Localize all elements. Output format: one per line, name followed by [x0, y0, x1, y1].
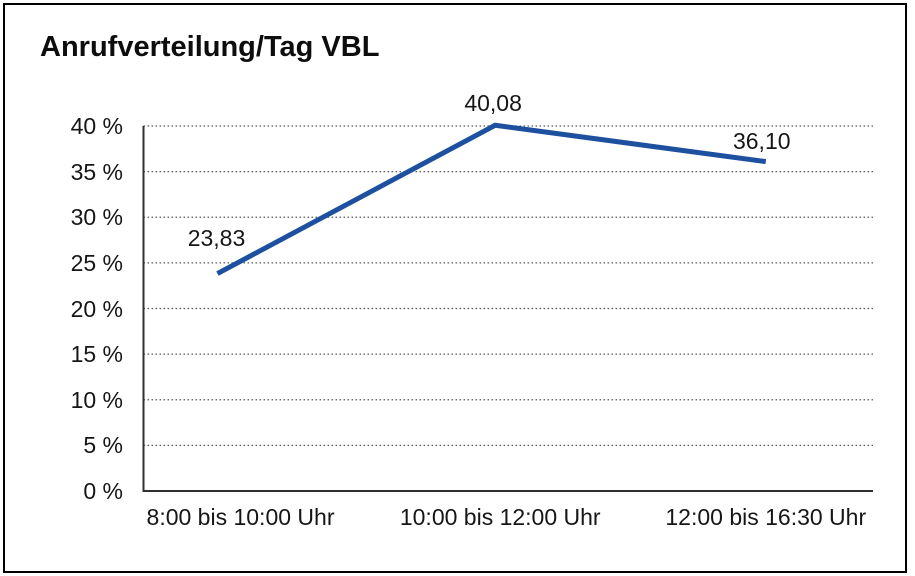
- y-tick-label: 40 %: [70, 113, 123, 139]
- y-tick-label: 5 %: [83, 432, 123, 459]
- data-value-label: 23,83: [187, 224, 246, 251]
- x-category-label: 12:00 bis 16:30 Uhr: [665, 504, 867, 530]
- y-tick-label: 25 %: [70, 249, 123, 276]
- y-tick-label: 35 %: [70, 158, 123, 185]
- y-tick-label: 0 %: [83, 478, 123, 504]
- data-value-label: 40,08: [464, 90, 522, 117]
- y-tick-label: 20 %: [70, 295, 123, 322]
- data-value-label: 36,10: [732, 127, 791, 154]
- y-tick-label: 30 %: [70, 204, 123, 231]
- chart-title: Anrufverteilung/Tag VBL: [40, 31, 380, 63]
- x-category-label: 8:00 bis 10:00 Uhr: [146, 504, 335, 530]
- y-tick-label: 10 %: [70, 386, 123, 413]
- data-series-line: [216, 122, 767, 276]
- y-tick-label: 15 %: [70, 341, 123, 368]
- x-category-label: 10:00 bis 12:00 Uhr: [399, 504, 601, 530]
